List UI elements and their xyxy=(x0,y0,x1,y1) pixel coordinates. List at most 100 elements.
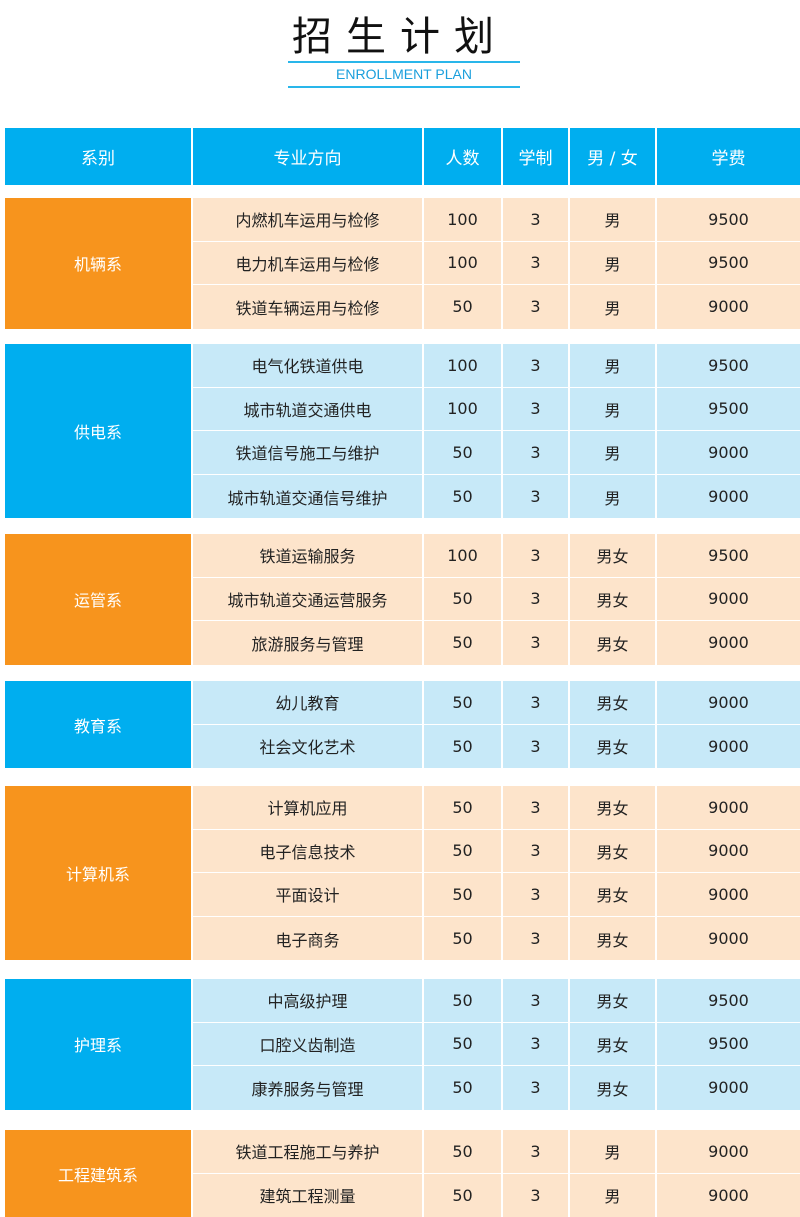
cell-tuition: 9500 xyxy=(657,198,800,241)
department-name: 运管系 xyxy=(5,534,193,665)
cell-tuition: 9000 xyxy=(657,1066,800,1110)
cell-major: 电力机车运用与检修 xyxy=(193,241,424,285)
cell-years: 3 xyxy=(503,1173,570,1217)
cell-tuition: 9000 xyxy=(657,873,800,916)
cell-years: 3 xyxy=(503,1066,570,1110)
cell-major: 计算机应用 xyxy=(193,786,424,829)
department-group: 护理系 中高级护理 50 3 男女 9500 口腔义齿制造 50 3 男女 9500 康养服务与管理 5… xyxy=(5,979,800,1110)
cell-tuition: 9000 xyxy=(657,431,800,474)
table-header: 系别 专业方向 人数 学制 男 / 女 学费 xyxy=(5,128,800,185)
cell-gender: 男 xyxy=(570,387,657,431)
cell-gender: 男女 xyxy=(570,621,657,665)
department-name: 供电系 xyxy=(5,344,193,519)
cell-count: 50 xyxy=(424,873,503,916)
cell-gender: 男 xyxy=(570,431,657,474)
cell-years: 3 xyxy=(503,534,570,577)
cell-major: 康养服务与管理 xyxy=(193,1066,424,1110)
cell-years: 3 xyxy=(503,829,570,873)
cell-years: 3 xyxy=(503,979,570,1022)
cell-years: 3 xyxy=(503,474,570,519)
header-major: 专业方向 xyxy=(193,128,424,185)
cell-count: 50 xyxy=(424,285,503,329)
cell-tuition: 9000 xyxy=(657,829,800,873)
cell-gender: 男女 xyxy=(570,916,657,961)
cell-major: 内燃机车运用与检修 xyxy=(193,198,424,241)
cell-count: 50 xyxy=(424,621,503,665)
table-row: 中高级护理 50 3 男女 9500 xyxy=(193,979,800,1023)
table-row: 旅游服务与管理 50 3 男女 9000 xyxy=(193,621,800,665)
page-title: 招生计划 xyxy=(292,14,508,60)
cell-major: 电气化铁道供电 xyxy=(193,344,424,387)
cell-years: 3 xyxy=(503,1022,570,1066)
cell-tuition: 9000 xyxy=(657,916,800,961)
cell-count: 50 xyxy=(424,1066,503,1110)
cell-major: 电子信息技术 xyxy=(193,829,424,873)
cell-major: 平面设计 xyxy=(193,873,424,916)
cell-gender: 男女 xyxy=(570,534,657,577)
department-group: 工程建筑系 铁道工程施工与养护 50 3 男 9000 建筑工程测量 50 3 男 9000 xyxy=(5,1130,800,1217)
cell-tuition: 9500 xyxy=(657,344,800,387)
cell-years: 3 xyxy=(503,344,570,387)
cell-major: 铁道信号施工与维护 xyxy=(193,431,424,474)
cell-years: 3 xyxy=(503,577,570,621)
cell-years: 3 xyxy=(503,916,570,961)
cell-count: 100 xyxy=(424,534,503,577)
cell-count: 100 xyxy=(424,241,503,285)
cell-tuition: 9000 xyxy=(657,786,800,829)
cell-gender: 男女 xyxy=(570,786,657,829)
cell-count: 50 xyxy=(424,431,503,474)
cell-gender: 男 xyxy=(570,285,657,329)
cell-count: 50 xyxy=(424,474,503,519)
cell-major: 城市轨道交通供电 xyxy=(193,387,424,431)
cell-tuition: 9500 xyxy=(657,534,800,577)
cell-years: 3 xyxy=(503,681,570,724)
cell-gender: 男 xyxy=(570,344,657,387)
cell-tuition: 9000 xyxy=(657,621,800,665)
header-years: 学制 xyxy=(503,128,570,185)
cell-count: 50 xyxy=(424,829,503,873)
cell-tuition: 9000 xyxy=(657,1130,800,1173)
header-tuition: 学费 xyxy=(657,128,800,185)
cell-gender: 男 xyxy=(570,474,657,519)
cell-major: 中高级护理 xyxy=(193,979,424,1022)
cell-gender: 男 xyxy=(570,198,657,241)
cell-tuition: 9000 xyxy=(657,285,800,329)
cell-count: 50 xyxy=(424,1173,503,1217)
cell-gender: 男女 xyxy=(570,1066,657,1110)
cell-major: 电子商务 xyxy=(193,916,424,961)
cell-count: 100 xyxy=(424,344,503,387)
table-row: 电力机车运用与检修 100 3 男 9500 xyxy=(193,241,800,286)
cell-gender: 男女 xyxy=(570,979,657,1022)
cell-major: 铁道车辆运用与检修 xyxy=(193,285,424,329)
cell-tuition: 9500 xyxy=(657,979,800,1022)
cell-gender: 男女 xyxy=(570,577,657,621)
cell-tuition: 9500 xyxy=(657,387,800,431)
cell-tuition: 9000 xyxy=(657,1173,800,1217)
table-row: 铁道信号施工与维护 50 3 男 9000 xyxy=(193,431,800,475)
cell-years: 3 xyxy=(503,387,570,431)
cell-major: 幼儿教育 xyxy=(193,681,424,724)
title-divider-top xyxy=(288,61,520,63)
table-row: 电子商务 50 3 男女 9000 xyxy=(193,916,800,961)
table-row: 城市轨道交通信号维护 50 3 男 9000 xyxy=(193,474,800,519)
cell-count: 50 xyxy=(424,1130,503,1173)
title-divider-bottom xyxy=(288,86,520,88)
department-name: 工程建筑系 xyxy=(5,1130,193,1217)
table-row: 城市轨道交通供电 100 3 男 9500 xyxy=(193,387,800,432)
cell-major: 铁道工程施工与养护 xyxy=(193,1130,424,1173)
cell-years: 3 xyxy=(503,431,570,474)
cell-gender: 男女 xyxy=(570,829,657,873)
cell-years: 3 xyxy=(503,241,570,285)
cell-years: 3 xyxy=(503,1130,570,1173)
table-row: 电气化铁道供电 100 3 男 9500 xyxy=(193,344,800,388)
table-row: 计算机应用 50 3 男女 9000 xyxy=(193,786,800,830)
cell-count: 50 xyxy=(424,786,503,829)
table-row: 电子信息技术 50 3 男女 9000 xyxy=(193,829,800,874)
department-name: 护理系 xyxy=(5,979,193,1110)
cell-gender: 男 xyxy=(570,241,657,285)
cell-years: 3 xyxy=(503,724,570,769)
cell-years: 3 xyxy=(503,621,570,665)
cell-major: 城市轨道交通运营服务 xyxy=(193,577,424,621)
cell-gender: 男 xyxy=(570,1130,657,1173)
cell-years: 3 xyxy=(503,873,570,916)
